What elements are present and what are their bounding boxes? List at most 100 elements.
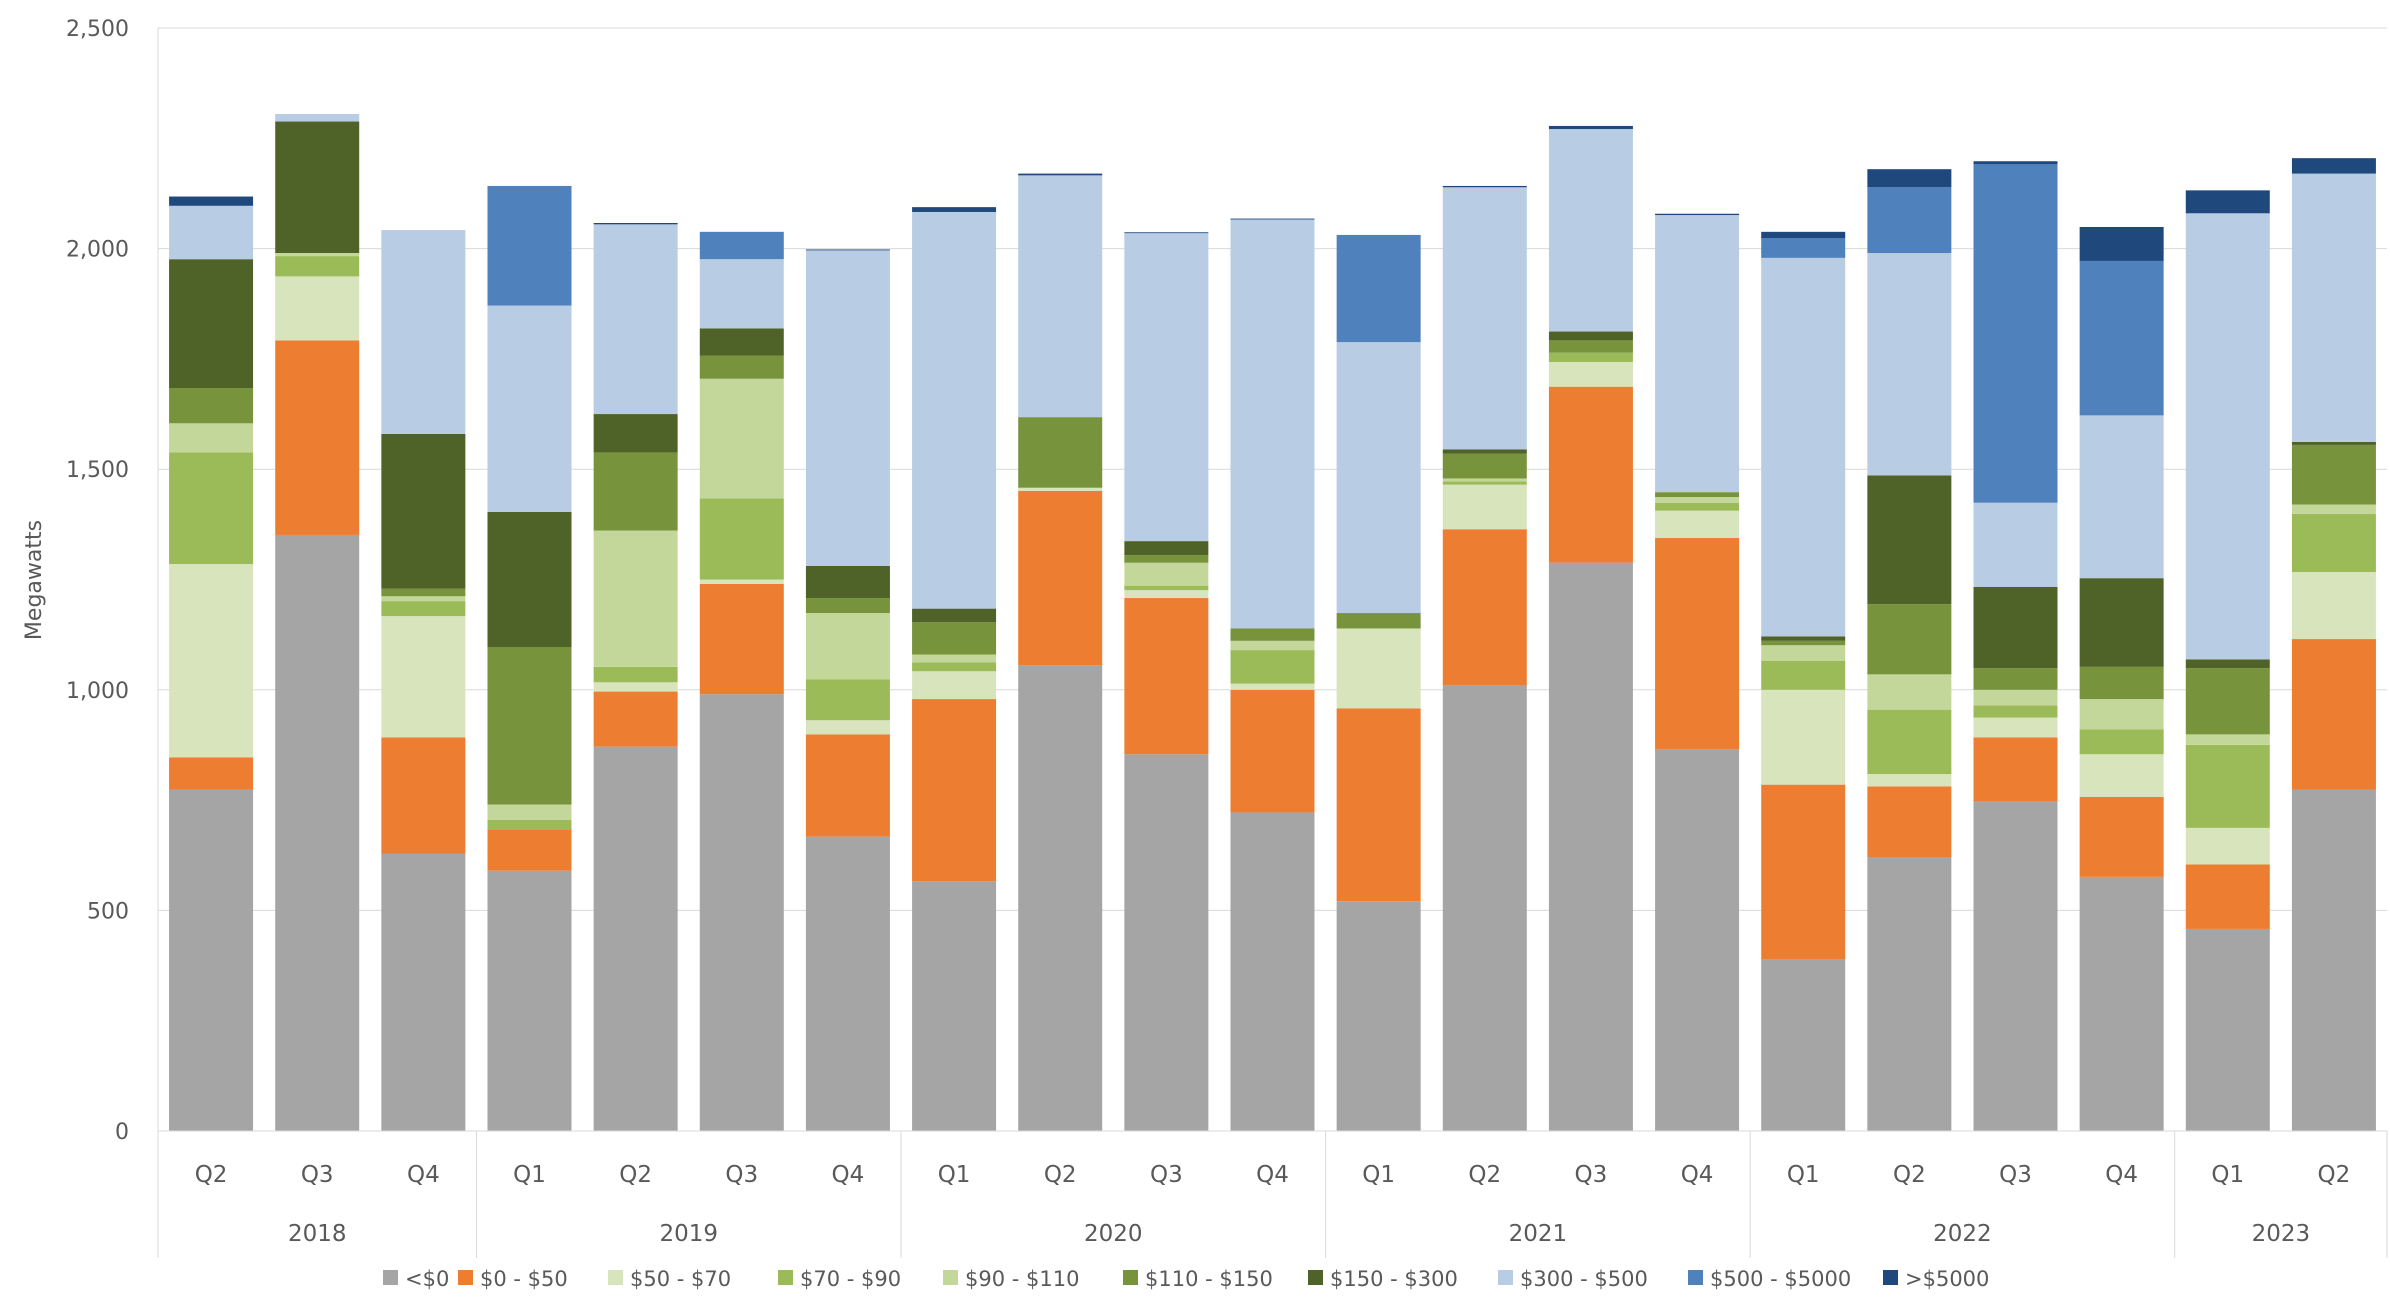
bar-segment	[275, 534, 360, 1131]
bar-segment	[1548, 352, 1633, 362]
x-tick-label: Q3	[301, 1162, 334, 1188]
legend-label: $70 - $90	[800, 1267, 901, 1291]
bar-segment	[805, 613, 890, 680]
bar-segment	[805, 679, 890, 721]
bar-segment	[2079, 226, 2164, 261]
bar-segment	[1761, 238, 1846, 258]
bar-segment	[2185, 827, 2270, 865]
bar-segment	[169, 789, 254, 1131]
bar-segment	[699, 355, 784, 379]
bar-segment	[1124, 590, 1209, 599]
x-tick-label: Q2	[2318, 1162, 2351, 1188]
bar-segment	[275, 276, 360, 341]
legend-swatch	[608, 1270, 623, 1285]
bar-segment	[1761, 636, 1846, 641]
bar-segment	[912, 608, 997, 623]
legend-label: >$5000	[1905, 1267, 1989, 1291]
bar-segment	[1230, 689, 1315, 813]
bar-segment	[1124, 232, 1209, 234]
bar-segment	[1655, 502, 1740, 511]
bar-segment	[2185, 744, 2270, 828]
x-group-label: 2022	[1933, 1221, 1992, 1247]
bar-segment	[1442, 685, 1527, 1131]
bar-segment	[1336, 234, 1421, 343]
bar-segment	[805, 598, 890, 614]
bar-segment	[2079, 797, 2164, 877]
x-tick-label: Q2	[1893, 1162, 1926, 1188]
bar-segment	[2291, 158, 2376, 174]
x-group-label: 2018	[288, 1221, 347, 1247]
x-tick-label: Q1	[2211, 1162, 2244, 1188]
bar-segment	[805, 720, 890, 735]
legend-label: $300 - $500	[1520, 1267, 1648, 1291]
x-tick-label: Q3	[725, 1162, 758, 1188]
bar-segment	[1761, 257, 1846, 637]
x-group-label: 2023	[2252, 1221, 2311, 1247]
bar-segment	[1442, 449, 1527, 454]
bar-segment	[2185, 659, 2270, 669]
bar-segment	[169, 205, 254, 260]
legend-item: $300 - $500	[1498, 1267, 1648, 1291]
y-tick-label: 1,500	[66, 458, 129, 483]
legend-item: $70 - $90	[778, 1267, 901, 1291]
y-tick-label: 2,000	[66, 238, 129, 263]
bar-segment	[1230, 219, 1315, 629]
bar-segment	[2291, 444, 2376, 505]
bar-segment	[1442, 529, 1527, 686]
bar-segment	[1124, 585, 1209, 591]
bar-segment	[1973, 164, 2058, 503]
bar-segment	[1548, 331, 1633, 341]
bar-segment	[1336, 342, 1421, 614]
bar-segment	[2079, 729, 2164, 755]
bar-segment	[169, 259, 254, 389]
bar-segment	[1761, 959, 1846, 1131]
bar-segment	[805, 249, 890, 251]
bar-segment	[1018, 490, 1103, 666]
bar-segment	[2185, 734, 2270, 745]
bar-segment	[2079, 699, 2164, 730]
bar-segment	[169, 388, 254, 424]
y-tick-label: 2,500	[66, 17, 129, 42]
bar-segment	[1655, 215, 1740, 493]
bar-segment	[699, 231, 784, 260]
bar-segment	[1336, 628, 1421, 709]
bar-segment	[805, 734, 890, 837]
legend-swatch	[778, 1270, 793, 1285]
bar-segment	[487, 829, 572, 871]
bar-segment	[381, 230, 466, 434]
bar-segment	[1018, 487, 1103, 491]
bar-segment	[1867, 169, 1952, 188]
bar-segment	[593, 414, 678, 453]
legend-label: <$0	[405, 1267, 449, 1291]
bar-segment	[1655, 749, 1740, 1131]
bar-segment	[1867, 857, 1952, 1131]
bar-segment	[169, 452, 254, 565]
bar-segment	[1867, 709, 1952, 775]
legend-item: >$5000	[1883, 1267, 1989, 1291]
bar-segment	[699, 259, 784, 329]
legend-label: $150 - $300	[1330, 1267, 1458, 1291]
bar-segment	[2291, 639, 2376, 790]
bar-segment	[1018, 175, 1103, 418]
bar-segment	[487, 305, 572, 512]
bar-segment	[1761, 784, 1846, 960]
legend-item: $500 - $5000	[1688, 1267, 1851, 1291]
bar-segment	[1655, 492, 1740, 497]
legend-item: $110 - $150	[1123, 1267, 1273, 1291]
bar-segment	[1655, 213, 1740, 216]
bar-segment	[1548, 386, 1633, 563]
x-tick-label: Q1	[513, 1162, 546, 1188]
bar-segment	[381, 588, 466, 597]
bar-segment	[2291, 504, 2376, 514]
bar-segment	[2185, 864, 2270, 929]
bar-segment	[1761, 640, 1846, 646]
bar-segment	[1548, 125, 1633, 130]
y-tick-label: 500	[87, 899, 129, 924]
legend-swatch	[383, 1270, 398, 1285]
bar-segment	[1867, 475, 1952, 605]
bar-segment	[381, 853, 466, 1131]
bar-segment	[1973, 705, 2058, 718]
x-tick-label: Q4	[2105, 1162, 2138, 1188]
legend-swatch	[1123, 1270, 1138, 1285]
